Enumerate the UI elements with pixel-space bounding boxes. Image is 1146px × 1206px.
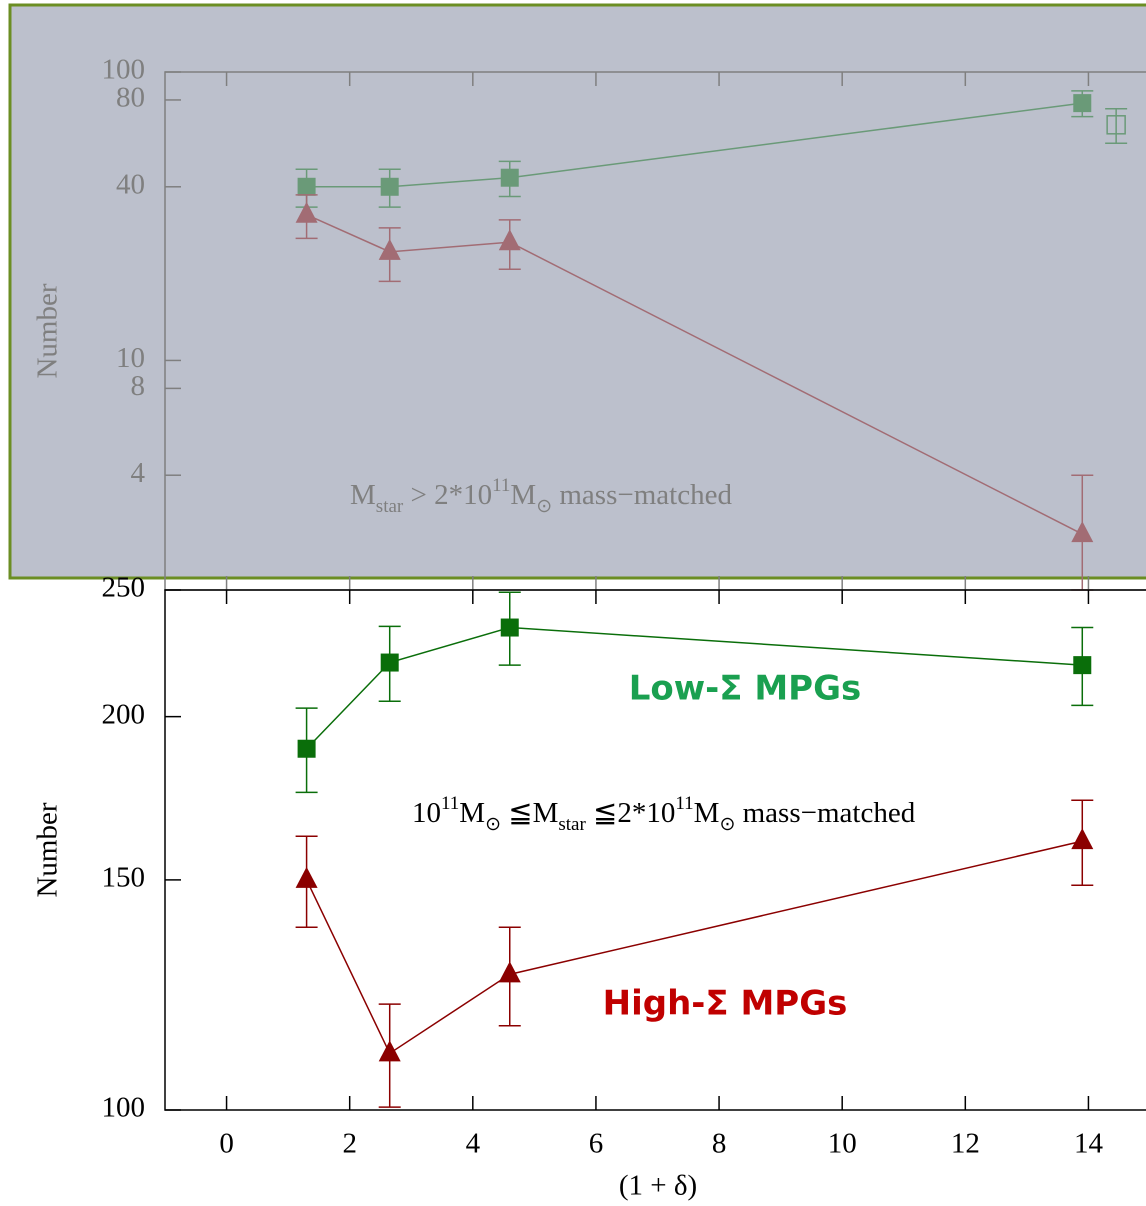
annotation-part: star [376,496,404,517]
annotation-part: mass−matched [735,797,915,829]
x-tick-label: 0 [219,1128,234,1160]
annotation-part: ⊙ [536,496,552,517]
marker [380,177,399,196]
marker [297,739,316,758]
series-label: High-Σ MPGs [603,984,848,1024]
annotation-part: ⊙ [719,814,735,835]
y-tick-label: 200 [102,698,146,730]
plot-frame [164,589,1146,1111]
marker [1073,94,1092,113]
annotation-part: 11 [492,475,510,496]
annotation-part: ≦2*10 [586,797,676,829]
y-tick-label: 80 [116,82,145,114]
marker [1106,115,1126,135]
series-line [306,102,1083,188]
marker [378,1040,401,1062]
y-tick-label: 100 [102,1092,146,1124]
marker [380,653,399,672]
marker [297,177,316,196]
annotation-part: > 2*10 [403,479,492,511]
marker [1071,828,1094,850]
x-tick-label: 2 [342,1128,357,1160]
marker [500,168,519,187]
x-tick-label: 8 [712,1128,727,1160]
x-tick-label: 14 [1074,1128,1104,1160]
annotation-part: 10 [412,797,441,829]
marker [498,229,521,251]
annotation-part: 11 [675,793,693,814]
annotation: Mstar > 2*1011M⊙ mass−matched [350,475,732,517]
y-tick-label: 250 [102,572,146,604]
x-tick-label: 4 [466,1128,481,1160]
annotation-part: ≦M [501,797,558,829]
series-line [306,214,1083,535]
marker [295,201,318,223]
x-axis-label: (1 + δ) [619,1170,697,1202]
marker [295,866,318,888]
y-tick-label: 100 [102,54,146,86]
marker [1071,521,1094,543]
series-line [305,840,1083,1055]
panel-overlay [8,3,1146,580]
y-tick-label: 4 [131,457,146,489]
marker [500,618,519,637]
annotation-part: M [510,479,536,511]
marker [1073,656,1092,675]
marker [378,238,401,260]
y-axis-label: Number [32,802,64,897]
series-label: Low-Σ MPGs [629,669,862,709]
y-axis-label: Number [32,283,64,378]
annotation-part: star [558,814,586,835]
x-tick-label: 10 [828,1128,857,1160]
annotation: 1011M⊙ ≦Mstar ≦2*1011M⊙ mass−matched [412,793,916,835]
y-tick-label: 40 [116,168,145,200]
annotation-part: M [350,479,376,511]
annotation-part: ⊙ [485,814,501,835]
series-line [306,626,1083,750]
x-tick-label: 6 [589,1128,604,1160]
y-tick-label: 10 [116,342,145,374]
annotation-part: M [694,797,720,829]
annotation-part: M [459,797,485,829]
y-tick-label: 8 [131,370,146,402]
annotation-part: 11 [441,793,459,814]
y-tick-label: 150 [102,862,146,894]
x-tick-label: 12 [951,1128,980,1160]
annotation-part: mass−matched [552,479,732,511]
error-bar [1105,107,1128,145]
marker [498,961,521,983]
